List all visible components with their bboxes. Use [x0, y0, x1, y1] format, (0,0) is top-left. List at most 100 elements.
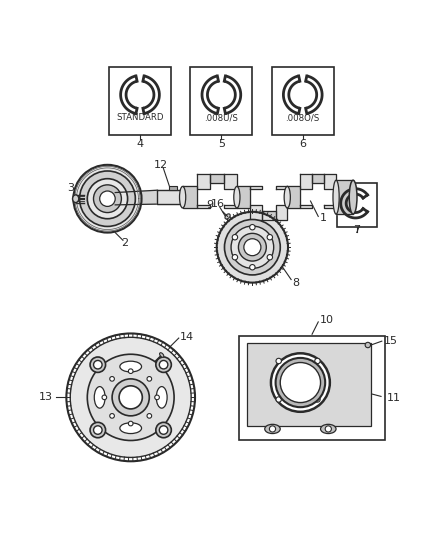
Text: 15: 15 [383, 336, 397, 346]
Circle shape [159, 360, 168, 369]
Polygon shape [312, 174, 325, 183]
Circle shape [250, 224, 255, 230]
Circle shape [73, 165, 141, 232]
Ellipse shape [238, 233, 266, 261]
Circle shape [232, 255, 238, 260]
Text: 8: 8 [293, 278, 300, 288]
Ellipse shape [284, 187, 290, 208]
Circle shape [87, 354, 174, 440]
Text: 16: 16 [211, 199, 225, 209]
Bar [239, 336, 385, 440]
Circle shape [267, 235, 272, 240]
Polygon shape [300, 205, 312, 208]
Circle shape [90, 422, 106, 438]
Polygon shape [250, 187, 262, 189]
Polygon shape [115, 190, 157, 205]
Ellipse shape [321, 424, 336, 433]
Text: 11: 11 [386, 393, 400, 403]
Circle shape [87, 179, 127, 219]
Circle shape [100, 191, 115, 206]
Polygon shape [300, 174, 312, 189]
Text: .008O/S: .008O/S [286, 114, 320, 123]
Circle shape [156, 357, 171, 373]
Circle shape [90, 357, 106, 373]
Circle shape [269, 426, 276, 432]
Circle shape [119, 386, 142, 409]
Circle shape [110, 376, 114, 381]
Text: .008U/S: .008U/S [205, 114, 238, 123]
Ellipse shape [244, 239, 261, 256]
Ellipse shape [365, 342, 371, 348]
Polygon shape [157, 190, 183, 204]
Ellipse shape [217, 212, 288, 282]
Bar [272, 67, 334, 135]
Circle shape [280, 362, 321, 402]
Ellipse shape [231, 226, 274, 269]
Ellipse shape [156, 386, 167, 408]
Circle shape [102, 395, 107, 400]
Circle shape [94, 426, 102, 434]
Polygon shape [210, 174, 224, 183]
Circle shape [325, 426, 332, 432]
Ellipse shape [94, 386, 105, 408]
Text: 4: 4 [137, 139, 144, 149]
Text: 10: 10 [320, 316, 334, 325]
Circle shape [159, 426, 168, 434]
Circle shape [315, 397, 320, 402]
Circle shape [93, 185, 121, 213]
Polygon shape [183, 187, 197, 208]
Bar [109, 67, 171, 135]
Circle shape [147, 414, 152, 418]
Circle shape [94, 360, 102, 369]
Circle shape [155, 395, 159, 400]
Text: STANDARD: STANDARD [116, 114, 164, 123]
Circle shape [70, 337, 191, 457]
Bar [247, 343, 371, 426]
Circle shape [232, 235, 238, 240]
Ellipse shape [180, 187, 186, 208]
Polygon shape [276, 187, 287, 189]
Circle shape [80, 171, 135, 227]
Bar [191, 67, 252, 135]
Text: 12: 12 [154, 160, 168, 170]
Circle shape [250, 264, 255, 270]
Ellipse shape [120, 361, 141, 372]
Circle shape [267, 255, 272, 260]
Circle shape [276, 358, 325, 407]
Text: 6: 6 [299, 139, 306, 149]
Text: 13: 13 [39, 392, 53, 402]
Circle shape [110, 414, 114, 418]
Polygon shape [237, 187, 250, 208]
Circle shape [315, 358, 320, 364]
Circle shape [271, 353, 330, 412]
Ellipse shape [120, 423, 141, 433]
Circle shape [276, 397, 281, 402]
Bar [170, 187, 177, 190]
Polygon shape [224, 205, 237, 208]
Text: 5: 5 [218, 139, 225, 149]
Text: 2: 2 [121, 238, 128, 248]
Polygon shape [287, 187, 300, 208]
Ellipse shape [73, 195, 79, 203]
Ellipse shape [265, 424, 280, 433]
Circle shape [147, 376, 152, 381]
Polygon shape [262, 211, 276, 220]
Polygon shape [197, 174, 210, 189]
Polygon shape [336, 180, 353, 214]
Polygon shape [250, 205, 262, 220]
Text: 7: 7 [353, 225, 360, 235]
Bar [337, 182, 377, 227]
Circle shape [67, 334, 195, 461]
Ellipse shape [349, 180, 357, 214]
Ellipse shape [224, 220, 280, 275]
Circle shape [128, 369, 133, 374]
Polygon shape [224, 174, 237, 189]
Text: 1: 1 [320, 213, 327, 223]
Polygon shape [325, 205, 336, 208]
Ellipse shape [333, 180, 339, 214]
Circle shape [156, 422, 171, 438]
Circle shape [128, 421, 133, 426]
Ellipse shape [225, 214, 230, 219]
Ellipse shape [159, 353, 164, 357]
Text: 14: 14 [180, 332, 194, 342]
